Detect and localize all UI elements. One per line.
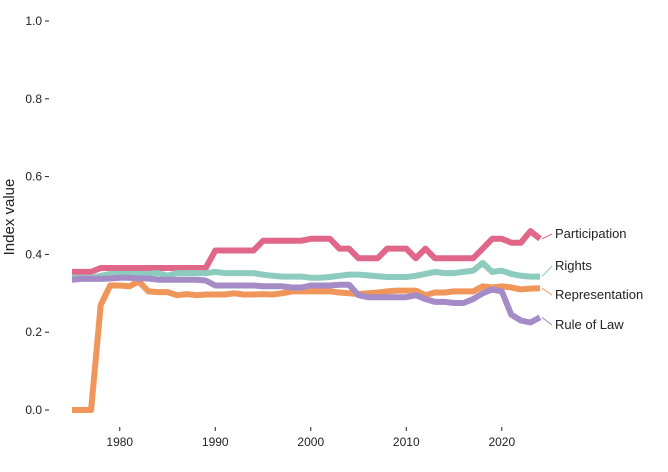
series-label-connector: [541, 317, 553, 326]
series-label-rights: Rights: [555, 258, 592, 273]
y-axis: 0.0 0.2 0.4 0.6 0.8 1.0: [25, 14, 49, 417]
series-label-connector: [541, 287, 553, 296]
series-label-connector: [541, 233, 553, 240]
series-label-participation: Participation: [555, 226, 627, 241]
x-tick-label: 2020: [488, 435, 515, 449]
x-tick-label: 1990: [202, 435, 229, 449]
series-layer: [71, 228, 542, 413]
y-tick-label: 0.0: [25, 403, 42, 417]
y-tick-label: 1.0: [25, 14, 42, 28]
x-tick-label: 2000: [297, 435, 324, 449]
x-tick-label: 2010: [393, 435, 420, 449]
series-line-rule-of-law: [71, 274, 542, 326]
y-tick-label: 0.4: [25, 247, 42, 261]
series-line-representation: [72, 278, 541, 413]
y-axis-title: Index value: [1, 179, 18, 256]
series-label-rule-of-law: Rule of Law: [555, 317, 624, 332]
y-tick-label: 0.6: [25, 170, 42, 184]
y-tick-label: 0.2: [25, 325, 42, 339]
y-tick-label: 0.8: [25, 92, 42, 106]
x-axis: 1980 1990 2000 2010 2020: [106, 427, 515, 449]
series-line-rights: [72, 260, 540, 281]
x-tick-label: 1980: [106, 435, 133, 449]
series-label-representation: Representation: [555, 287, 643, 302]
series-label-layer: Participation Rights Representation Rule of…: [541, 226, 643, 332]
series-line-participation: [72, 228, 542, 275]
series-label-connector: [541, 265, 553, 277]
